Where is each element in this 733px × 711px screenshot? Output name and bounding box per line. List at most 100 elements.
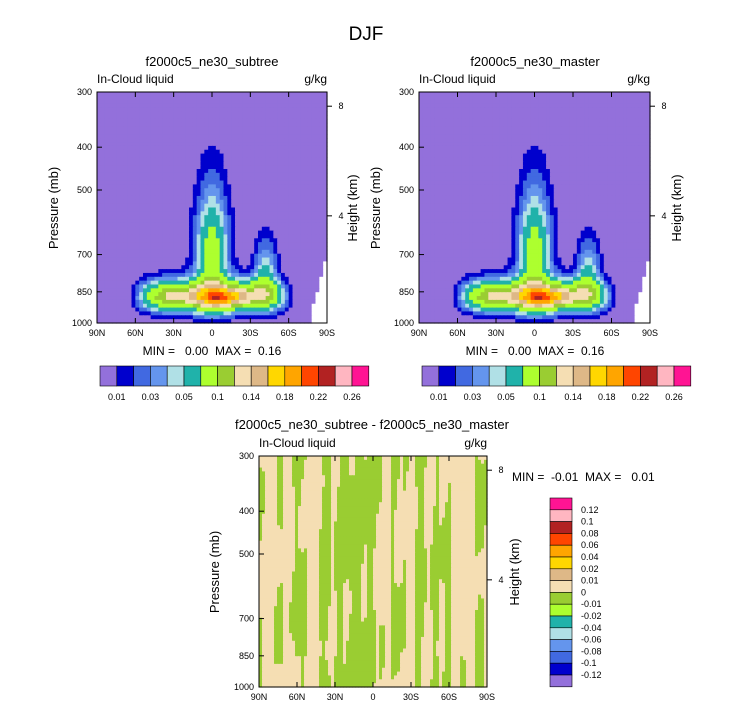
field-cell	[185, 296, 190, 301]
field-cell	[265, 207, 271, 212]
field-cell	[154, 230, 159, 236]
field-cell	[553, 107, 559, 112]
field-cell	[573, 145, 578, 151]
field-cell	[223, 238, 228, 243]
field-cell	[522, 122, 528, 128]
field-cell	[127, 188, 133, 193]
field-cell	[311, 161, 317, 166]
field-cell	[235, 219, 240, 224]
field-cell	[507, 115, 512, 120]
field-cell	[476, 95, 482, 101]
field-cell	[143, 176, 148, 182]
field-cell	[200, 99, 205, 105]
field-cell	[223, 176, 228, 182]
field-cell	[219, 115, 225, 120]
field-cell	[311, 118, 317, 124]
field-cell	[530, 169, 536, 174]
field-cell	[492, 99, 497, 105]
field-cell	[131, 222, 136, 228]
field-cell	[292, 153, 297, 159]
field-cell	[208, 103, 213, 108]
field-cell	[596, 103, 601, 108]
field-cell	[311, 207, 317, 212]
field-cell	[196, 242, 202, 247]
field-cell	[261, 142, 267, 147]
field-cell	[215, 303, 221, 309]
field-cell	[626, 134, 632, 139]
field-cell	[246, 107, 251, 112]
field-cell	[630, 115, 636, 120]
field-cell	[120, 199, 125, 205]
field-cell	[499, 130, 505, 135]
field-cell	[154, 272, 159, 278]
field-cell	[104, 288, 110, 293]
field-cell	[319, 284, 324, 289]
field-cell	[638, 130, 643, 135]
field-cell	[143, 107, 148, 112]
colorbar-swatch	[318, 365, 336, 387]
field-cell	[116, 195, 121, 201]
field-cell	[127, 153, 133, 159]
field-cell	[181, 296, 186, 301]
field-cell	[116, 222, 121, 228]
field-cell	[181, 161, 186, 166]
field-cell	[281, 319, 286, 324]
field-cell	[265, 319, 271, 324]
field-cell	[626, 111, 632, 116]
field-cell	[261, 261, 267, 266]
field-cell	[304, 261, 309, 266]
field-cell	[449, 99, 455, 105]
field-cell	[212, 307, 217, 313]
field-cell	[108, 284, 113, 289]
field-cell	[120, 203, 125, 209]
field-cell	[100, 257, 106, 262]
field-cell	[292, 261, 297, 266]
field-cell	[242, 188, 248, 193]
field-cell	[231, 192, 236, 197]
field-cell	[584, 138, 589, 143]
field-cell	[469, 169, 474, 174]
field-cell	[519, 95, 524, 101]
field-cell	[472, 118, 478, 124]
field-cell	[596, 107, 601, 112]
field-cell	[488, 126, 493, 132]
field-cell	[208, 145, 213, 151]
field-cell	[212, 249, 217, 255]
field-cell	[307, 307, 313, 313]
field-cell	[284, 111, 290, 116]
field-cell	[189, 246, 194, 251]
field-cell	[246, 176, 251, 182]
field-cell	[120, 307, 125, 313]
field-cell	[166, 203, 171, 209]
field-cell	[200, 188, 205, 193]
field-cell	[116, 169, 121, 174]
field-cell	[422, 111, 428, 116]
field-cell	[158, 111, 163, 116]
field-cell	[208, 261, 213, 266]
field-cell	[116, 122, 121, 128]
field-cell	[534, 172, 539, 178]
field-cell	[519, 172, 524, 178]
field-cell	[246, 215, 251, 220]
field-cell	[112, 272, 117, 278]
field-cell	[281, 103, 286, 108]
field-cell	[457, 165, 462, 170]
field-cell	[158, 130, 163, 135]
field-cell	[300, 292, 305, 297]
field-cell	[315, 276, 320, 282]
field-cell	[177, 130, 182, 135]
field-cell	[177, 319, 182, 324]
field-cell	[120, 111, 125, 116]
field-cell	[553, 122, 559, 128]
field-cell	[315, 272, 320, 278]
field-cell	[465, 99, 470, 105]
field-cell	[173, 307, 179, 313]
field-cell	[169, 161, 175, 166]
field-cell	[273, 199, 278, 205]
field-cell	[246, 230, 251, 236]
field-cell	[169, 176, 175, 182]
colorbar: 0.01 0.03 0.05 0.1 0.14 0.18 0.22 0.26	[99, 365, 370, 402]
field-cell	[534, 130, 539, 135]
field-cell	[250, 226, 255, 232]
field-cell	[104, 215, 110, 220]
